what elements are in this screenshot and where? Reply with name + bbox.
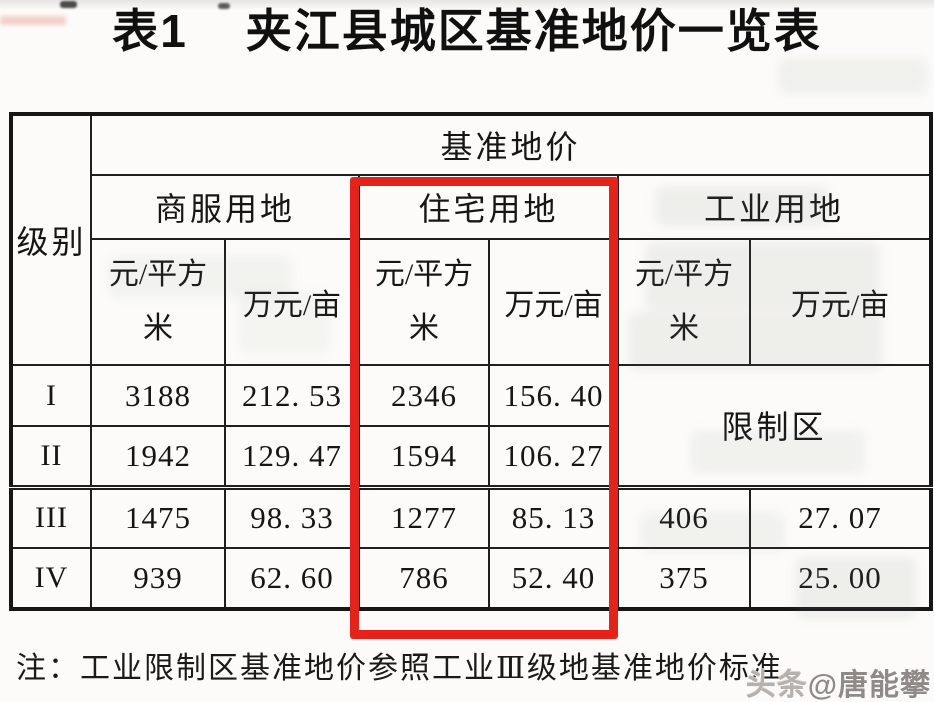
watermark-author-handle: @唐能攀 xyxy=(807,669,931,702)
table-row-grade-3: III 1475 98. 33 1277 85. 13 406 27. 07 xyxy=(10,484,933,549)
watermark: 头条@唐能攀 xyxy=(746,660,931,702)
title-text: 夹江县城区基准地价一览表 xyxy=(245,5,822,57)
table-row-grade-2: II 1942 129. 47 1594 106. 27 xyxy=(10,425,931,488)
value-cell: 786 xyxy=(358,547,490,610)
land-price-table: 级别 基准地价 商服用地 住宅用地 工业用地 元/平方 米 万元/亩 元/平方 … xyxy=(9,112,934,611)
restricted-area-cell: 限制区 xyxy=(616,364,933,488)
unit-mu-industrial: 万元/亩 xyxy=(748,238,933,366)
grade-cell: III xyxy=(10,484,92,549)
value-cell: 1277 xyxy=(358,484,490,549)
value-cell: 27. 07 xyxy=(748,484,933,549)
table-row-grade-4: IV 939 62. 60 786 52. 40 375 25. 00 xyxy=(10,547,933,610)
value-cell: 3188 xyxy=(90,364,226,427)
value-cell: 106. 27 xyxy=(488,425,619,488)
landtype-industrial-header: 工业用地 xyxy=(616,174,933,240)
value-cell: 212. 53 xyxy=(224,364,360,427)
grade-cell: I xyxy=(10,364,92,427)
value-cell: 52. 40 xyxy=(488,547,619,610)
value-cell: 375 xyxy=(617,547,751,610)
unit-sqm-residential: 元/平方 米 xyxy=(358,238,490,366)
value-cell: 129. 47 xyxy=(224,425,360,488)
table-number-label: 表1 xyxy=(112,5,188,57)
corner-header-grade: 级别 xyxy=(10,113,92,366)
grade-cell: II xyxy=(10,425,92,488)
landtype-residential-header: 住宅用地 xyxy=(358,174,619,240)
value-cell: 1594 xyxy=(358,425,490,488)
value-cell: 1942 xyxy=(90,425,226,488)
unit-mu-residential: 万元/亩 xyxy=(488,238,619,366)
value-cell: 2346 xyxy=(358,364,490,427)
page-bleedthrough-smudge xyxy=(778,58,928,94)
value-cell: 98. 33 xyxy=(224,484,360,549)
footnote: 注：工业限制区基准地价参照工业Ⅲ级地基准地价标准 xyxy=(16,652,783,685)
value-cell: 406 xyxy=(617,484,751,549)
watermark-toutiao-label: 头条 xyxy=(745,669,808,702)
unit-sqm-commercial: 元/平方 米 xyxy=(90,238,226,366)
value-cell: 1475 xyxy=(90,484,226,549)
page-title: 表1 夹江县城区基准地价一览表 xyxy=(0,7,934,55)
value-cell: 85. 13 xyxy=(488,484,619,549)
value-cell: 939 xyxy=(90,547,226,610)
value-cell: 62. 60 xyxy=(224,547,360,610)
unit-sqm-industrial: 元/平方 米 xyxy=(617,238,751,366)
value-cell: 25. 00 xyxy=(748,547,933,610)
table-row-grade-1: I 3188 212. 53 2346 156. 40 限制区 xyxy=(10,364,933,488)
grade-cell: IV xyxy=(10,547,92,610)
unit-mu-commercial: 万元/亩 xyxy=(224,238,360,366)
value-cell: 156. 40 xyxy=(488,364,619,427)
landtype-commercial-header: 商服用地 xyxy=(90,174,360,240)
benchmark-price-header: 基准地价 xyxy=(89,113,933,176)
